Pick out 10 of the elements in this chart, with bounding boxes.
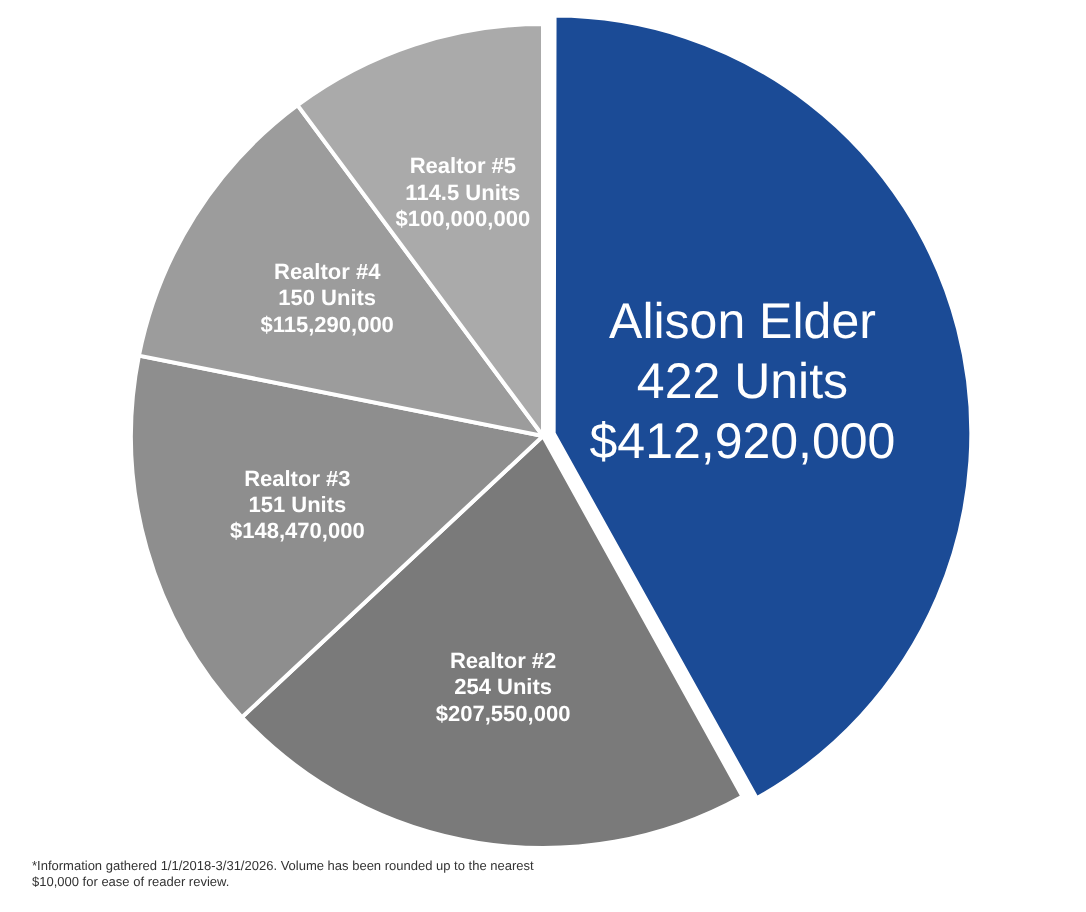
data-label: 151 Units $148,470,000 [230,494,365,545]
slice-label: Realtor #4 [273,261,383,286]
data-label: 422 Units $412,920,000 [589,354,896,471]
slice-label: Alison Elder [609,294,876,351]
data-label: 150 Units $115,290,000 [260,287,394,338]
data-label: 114.5 Units $100,000,000 [395,181,531,232]
slice-label: Realtor #3 [244,467,351,492]
slice-label: Realtor #2 [449,649,557,674]
slice-label: Realtor #5 [409,155,517,180]
data-label: 254 Units $207,550,000 [435,676,571,727]
